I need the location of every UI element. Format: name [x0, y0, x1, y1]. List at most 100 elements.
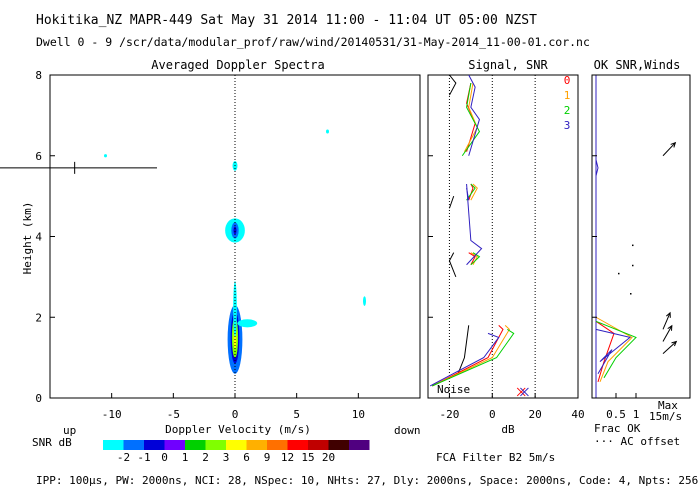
noise-x-marker [520, 387, 529, 397]
station-header: Hokitika_NZ MAPR-449 Sat May 31 2014 11:… [36, 13, 537, 28]
okwinds-plot-frame [591, 74, 691, 399]
velocity-tick-label: 5 [293, 408, 300, 421]
velocity-tick-label: 10 [352, 408, 365, 421]
snr-colorbar-tick: 2 [202, 451, 209, 464]
snr-colorbar-swatch [123, 440, 144, 450]
ac-offset-dot [630, 293, 632, 295]
snr-colorbar-tick: 9 [264, 451, 271, 464]
signal-trace-0 [468, 252, 476, 265]
velocity-tick-label: -5 [167, 408, 180, 421]
max-wind-value: 15m/s [649, 410, 682, 423]
snr-colorbar-swatch [144, 440, 165, 450]
snr-colorbar-label: SNR dB [32, 436, 72, 449]
okwinds-tick-label: 1 [633, 408, 640, 421]
velocity-tick-label: -10 [102, 408, 122, 421]
signal-trace-1 [470, 183, 478, 201]
signal-trace-2 [466, 183, 476, 201]
snr-colorbar-tick: 15 [301, 451, 314, 464]
file-header: Dwell 0 - 9 /scr/data/modular_prof/raw/w… [36, 35, 590, 49]
okwinds-tick-label: 0.5 [606, 408, 626, 421]
wind-arrow-head [667, 324, 673, 331]
okwinds-trace-3 [595, 328, 632, 375]
snr-colorbar-tick: -2 [117, 451, 130, 464]
signal-tick-label: 0 [489, 408, 496, 421]
signal-x-axis-label: dB [501, 423, 515, 436]
spectra-title: Averaged Doppler Spectra [151, 58, 324, 72]
signal-tick-label: -20 [439, 408, 459, 421]
velocity-tick-label: 0 [232, 408, 239, 421]
signal-trace-2 [470, 252, 481, 266]
up-label: up [63, 424, 76, 437]
signal-trace-noise [448, 252, 457, 278]
signal-trace-3 [466, 187, 470, 201]
snr-colorbar-swatch [164, 440, 185, 450]
snr-colorbar-tick: 3 [223, 451, 230, 464]
signal-trace-2 [432, 328, 515, 387]
down-label: down [394, 424, 421, 437]
snr-colorbar-tick: 0 [161, 451, 168, 464]
signal-tick-label: 20 [529, 408, 542, 421]
snr-colorbar-tick: 20 [322, 451, 335, 464]
snr-colorbar-swatch [226, 440, 247, 450]
max-label: Max [658, 399, 678, 412]
signal-plot-frame [427, 74, 579, 399]
spectra-blob-5 [237, 319, 258, 328]
wind-arrow-shaft [662, 312, 671, 330]
noise-label: Noise [437, 383, 470, 396]
signal-tick-label: 40 [571, 408, 584, 421]
signal-trace-3 [429, 332, 500, 387]
okwinds-trace-0 [595, 320, 615, 382]
ac-offset-dot [618, 272, 620, 275]
channel-legend-label: 0 [564, 74, 571, 87]
signal-trace-noise [448, 74, 457, 96]
wind-arrow-shaft [662, 341, 677, 354]
snr-colorbar-swatch [349, 440, 370, 450]
height-tick-label: 0 [35, 392, 42, 405]
snr-colorbar-swatch [308, 440, 329, 450]
wind-arrow-head [670, 141, 677, 148]
okwinds-trace-frac_ok [595, 159, 599, 177]
snr-colorbar-tick: 1 [182, 451, 189, 464]
signal-trace-3 [466, 183, 483, 266]
wind-arrow-shaft [662, 142, 676, 157]
okwinds-title: OK SNR,Winds [594, 58, 681, 72]
spectra-blob-11 [104, 154, 107, 158]
snr-colorbar-swatch [328, 440, 349, 450]
snr-colorbar-swatch [287, 440, 308, 450]
spectra-blob-8 [233, 226, 237, 235]
height-tick-label: 2 [35, 311, 42, 324]
height-tick-label: 8 [35, 69, 42, 82]
noise-x-marker [516, 387, 526, 397]
wind-arrow-head [671, 340, 678, 347]
ac-offset-dot [632, 244, 634, 247]
signal-title: Signal, SNR [468, 58, 548, 72]
snr-colorbar-tick: -1 [137, 451, 150, 464]
snr-colorbar-swatch [185, 440, 206, 450]
signal-trace-noise [448, 195, 455, 209]
signal-trace-2 [461, 82, 481, 157]
snr-colorbar-swatch [205, 440, 226, 450]
signal-trace-3 [468, 74, 480, 156]
okwinds-trace-2 [595, 320, 637, 379]
acquisition-parameters: IPP: 100µs, PW: 2000ns, NCI: 28, NSpec: … [36, 474, 698, 487]
signal-trace-0 [432, 324, 504, 387]
okwinds-trace-1 [595, 316, 633, 383]
spectra-blob-10 [326, 129, 329, 134]
height-tick-label: 6 [35, 150, 42, 163]
wind-arrow-head [665, 311, 671, 318]
height-tick-label: 4 [35, 231, 42, 244]
snr-colorbar-tick: 12 [281, 451, 294, 464]
signal-trace-1 [463, 82, 478, 152]
snr-colorbar-swatch [267, 440, 288, 450]
velocity-axis-label: Doppler Velocity (m/s) [165, 423, 311, 436]
spectra-blob-12 [363, 296, 366, 306]
signal-trace-1 [432, 324, 511, 387]
snr-colorbar-swatch [103, 440, 124, 450]
channel-legend-label: 2 [564, 104, 571, 117]
channel-legend-label: 1 [564, 89, 571, 102]
channel-legend-label: 3 [564, 119, 571, 132]
frac-ok-legend: Frac OK [594, 422, 641, 435]
wind-arrow-shaft [662, 325, 673, 342]
